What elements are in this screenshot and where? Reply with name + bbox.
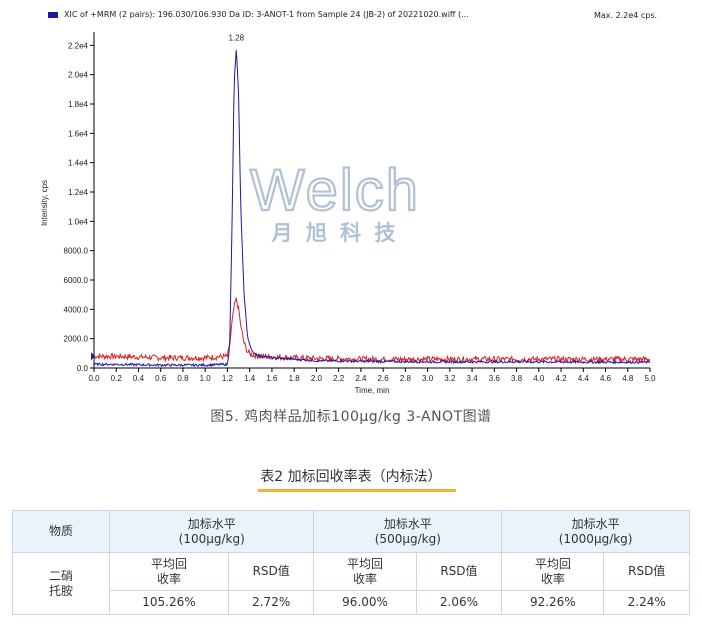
- x-tick-label: 1.6: [266, 374, 278, 383]
- subheader-rsd-100: RSD值: [227, 552, 315, 591]
- x-axis-title: Time, min: [355, 386, 390, 395]
- subheader-recovery-500: 平均回 收率: [313, 552, 417, 591]
- table-header-row: 物质 加标水平 (100μg/kg) 加标水平 (500μg/kg) 加标水平 (10…: [12, 510, 690, 553]
- compound-cell: 二硝 托胺: [12, 552, 110, 615]
- subheader-rsd-1000: RSD值: [603, 552, 690, 591]
- table-title: 表2 加标回收率表（内标法）: [260, 469, 442, 485]
- value-recovery-500: 96.00%: [313, 590, 417, 615]
- x-tick-label: 2.2: [333, 374, 345, 383]
- x-tick-label: 5.0: [644, 374, 656, 383]
- chart-legend: XIC of +MRM (2 pairs): 196.030/106.930 D…: [48, 10, 469, 19]
- y-tick-label: 2.2e4: [68, 41, 89, 50]
- header-substance: 物质: [12, 510, 110, 553]
- watermark-latin: Welch: [250, 160, 420, 223]
- x-tick-label: 0.4: [133, 374, 145, 383]
- y-tick-label: 2.0e4: [68, 71, 89, 80]
- header-level-100: 加标水平 (100μg/kg): [108, 510, 315, 553]
- peak-label: 1.28: [229, 33, 245, 42]
- legend-swatch: [48, 11, 58, 18]
- figure-caption: 图5. 鸡肉样品加标100μg/kg 3-ANOT图谱: [210, 409, 492, 425]
- x-tick-label: 4.4: [578, 374, 590, 383]
- y-tick-label: 4000.0: [64, 305, 89, 314]
- y-tick-label: 1.4e4: [68, 159, 89, 168]
- max-intensity-label: Max. 2.2e4 cps.: [594, 11, 658, 20]
- y-tick-label: 2000.0: [64, 335, 89, 344]
- x-tick-label: 0.6: [155, 374, 167, 383]
- x-tick-label: 1.2: [222, 374, 234, 383]
- y-tick-label: 8000.0: [64, 247, 89, 256]
- table-values-row: 105.26% 2.72% 96.00% 2.06% 92.26% 2.24%: [13, 590, 690, 615]
- x-tick-label: 0.2: [111, 374, 123, 383]
- x-tick-label: 4.8: [622, 374, 634, 383]
- value-rsd-1000: 2.24%: [603, 590, 690, 615]
- x-tick-label: 4.0: [533, 374, 545, 383]
- x-tick-label: 2.8: [400, 374, 412, 383]
- x-tick-label: 2.4: [355, 374, 367, 383]
- y-axis-title: Intensity, cps: [40, 180, 49, 226]
- x-tick-label: 1.4: [244, 374, 256, 383]
- welch-watermark-logo: Welch 月 旭 科 技: [249, 160, 420, 245]
- x-tick-label: 2.0: [311, 374, 323, 383]
- x-tick-label: 2.6: [378, 374, 390, 383]
- chromatogram-figure: XIC of +MRM (2 pairs): 196.030/106.930 D…: [40, 10, 658, 395]
- series-line-blue: [93, 49, 651, 368]
- x-tick-label: 4.2: [555, 374, 567, 383]
- x-tick-label: 1.0: [200, 374, 212, 383]
- x-tick-label: 3.6: [489, 374, 501, 383]
- chromatogram-plot: 0.0 2000.0 4000.0 6000.0 8000.0 1.0e4 1.2e4 1.4…: [40, 32, 656, 395]
- x-tick-label: 0.0: [88, 374, 100, 383]
- y-tick-label: 0.0: [77, 364, 89, 373]
- start-marker: [91, 352, 95, 361]
- header-level-500: 加标水平 (500μg/kg): [313, 510, 503, 553]
- x-tick-label: 0.8: [177, 374, 189, 383]
- y-tick-label: 1.8e4: [68, 100, 89, 109]
- table-title-underline: [258, 489, 456, 492]
- series-line-red: [93, 297, 651, 364]
- x-tick-label: 1.8: [289, 374, 301, 383]
- x-tick-label: 3.2: [444, 374, 456, 383]
- legend-text: XIC of +MRM (2 pairs): 196.030/106.930 D…: [64, 10, 469, 19]
- subheader-rsd-500: RSD值: [415, 552, 503, 591]
- x-tick-label: 3.8: [511, 374, 523, 383]
- y-tick-label: 1.6e4: [68, 129, 89, 138]
- value-recovery-1000: 92.26%: [501, 590, 605, 615]
- x-tick-label: 4.6: [600, 374, 612, 383]
- recovery-table: 物质 加标水平 (100μg/kg) 加标水平 (500μg/kg) 加标水平 (10…: [12, 510, 690, 615]
- subheader-recovery-1000: 平均回 收率: [501, 552, 605, 591]
- subheader-recovery-100: 平均回 收率: [109, 552, 229, 591]
- y-tick-label: 6000.0: [64, 276, 89, 285]
- header-level-1000: 加标水平 (1000μg/kg): [501, 510, 690, 553]
- value-recovery-100: 105.26%: [109, 590, 229, 615]
- value-rsd-100: 2.72%: [227, 590, 315, 615]
- watermark-cjk: 月 旭 科 技: [271, 221, 399, 245]
- x-tick-label: 3.0: [422, 374, 434, 383]
- x-tick-label: 3.4: [467, 374, 479, 383]
- value-rsd-500: 2.06%: [415, 590, 503, 615]
- table-subheader-row: 二硝 托胺 平均回 收率 RSD值 平均回 收率 RSD值 平均回 收率 RSD值: [12, 552, 690, 615]
- y-tick-label: 1.2e4: [68, 188, 89, 197]
- y-tick-label: 1.0e4: [68, 217, 89, 226]
